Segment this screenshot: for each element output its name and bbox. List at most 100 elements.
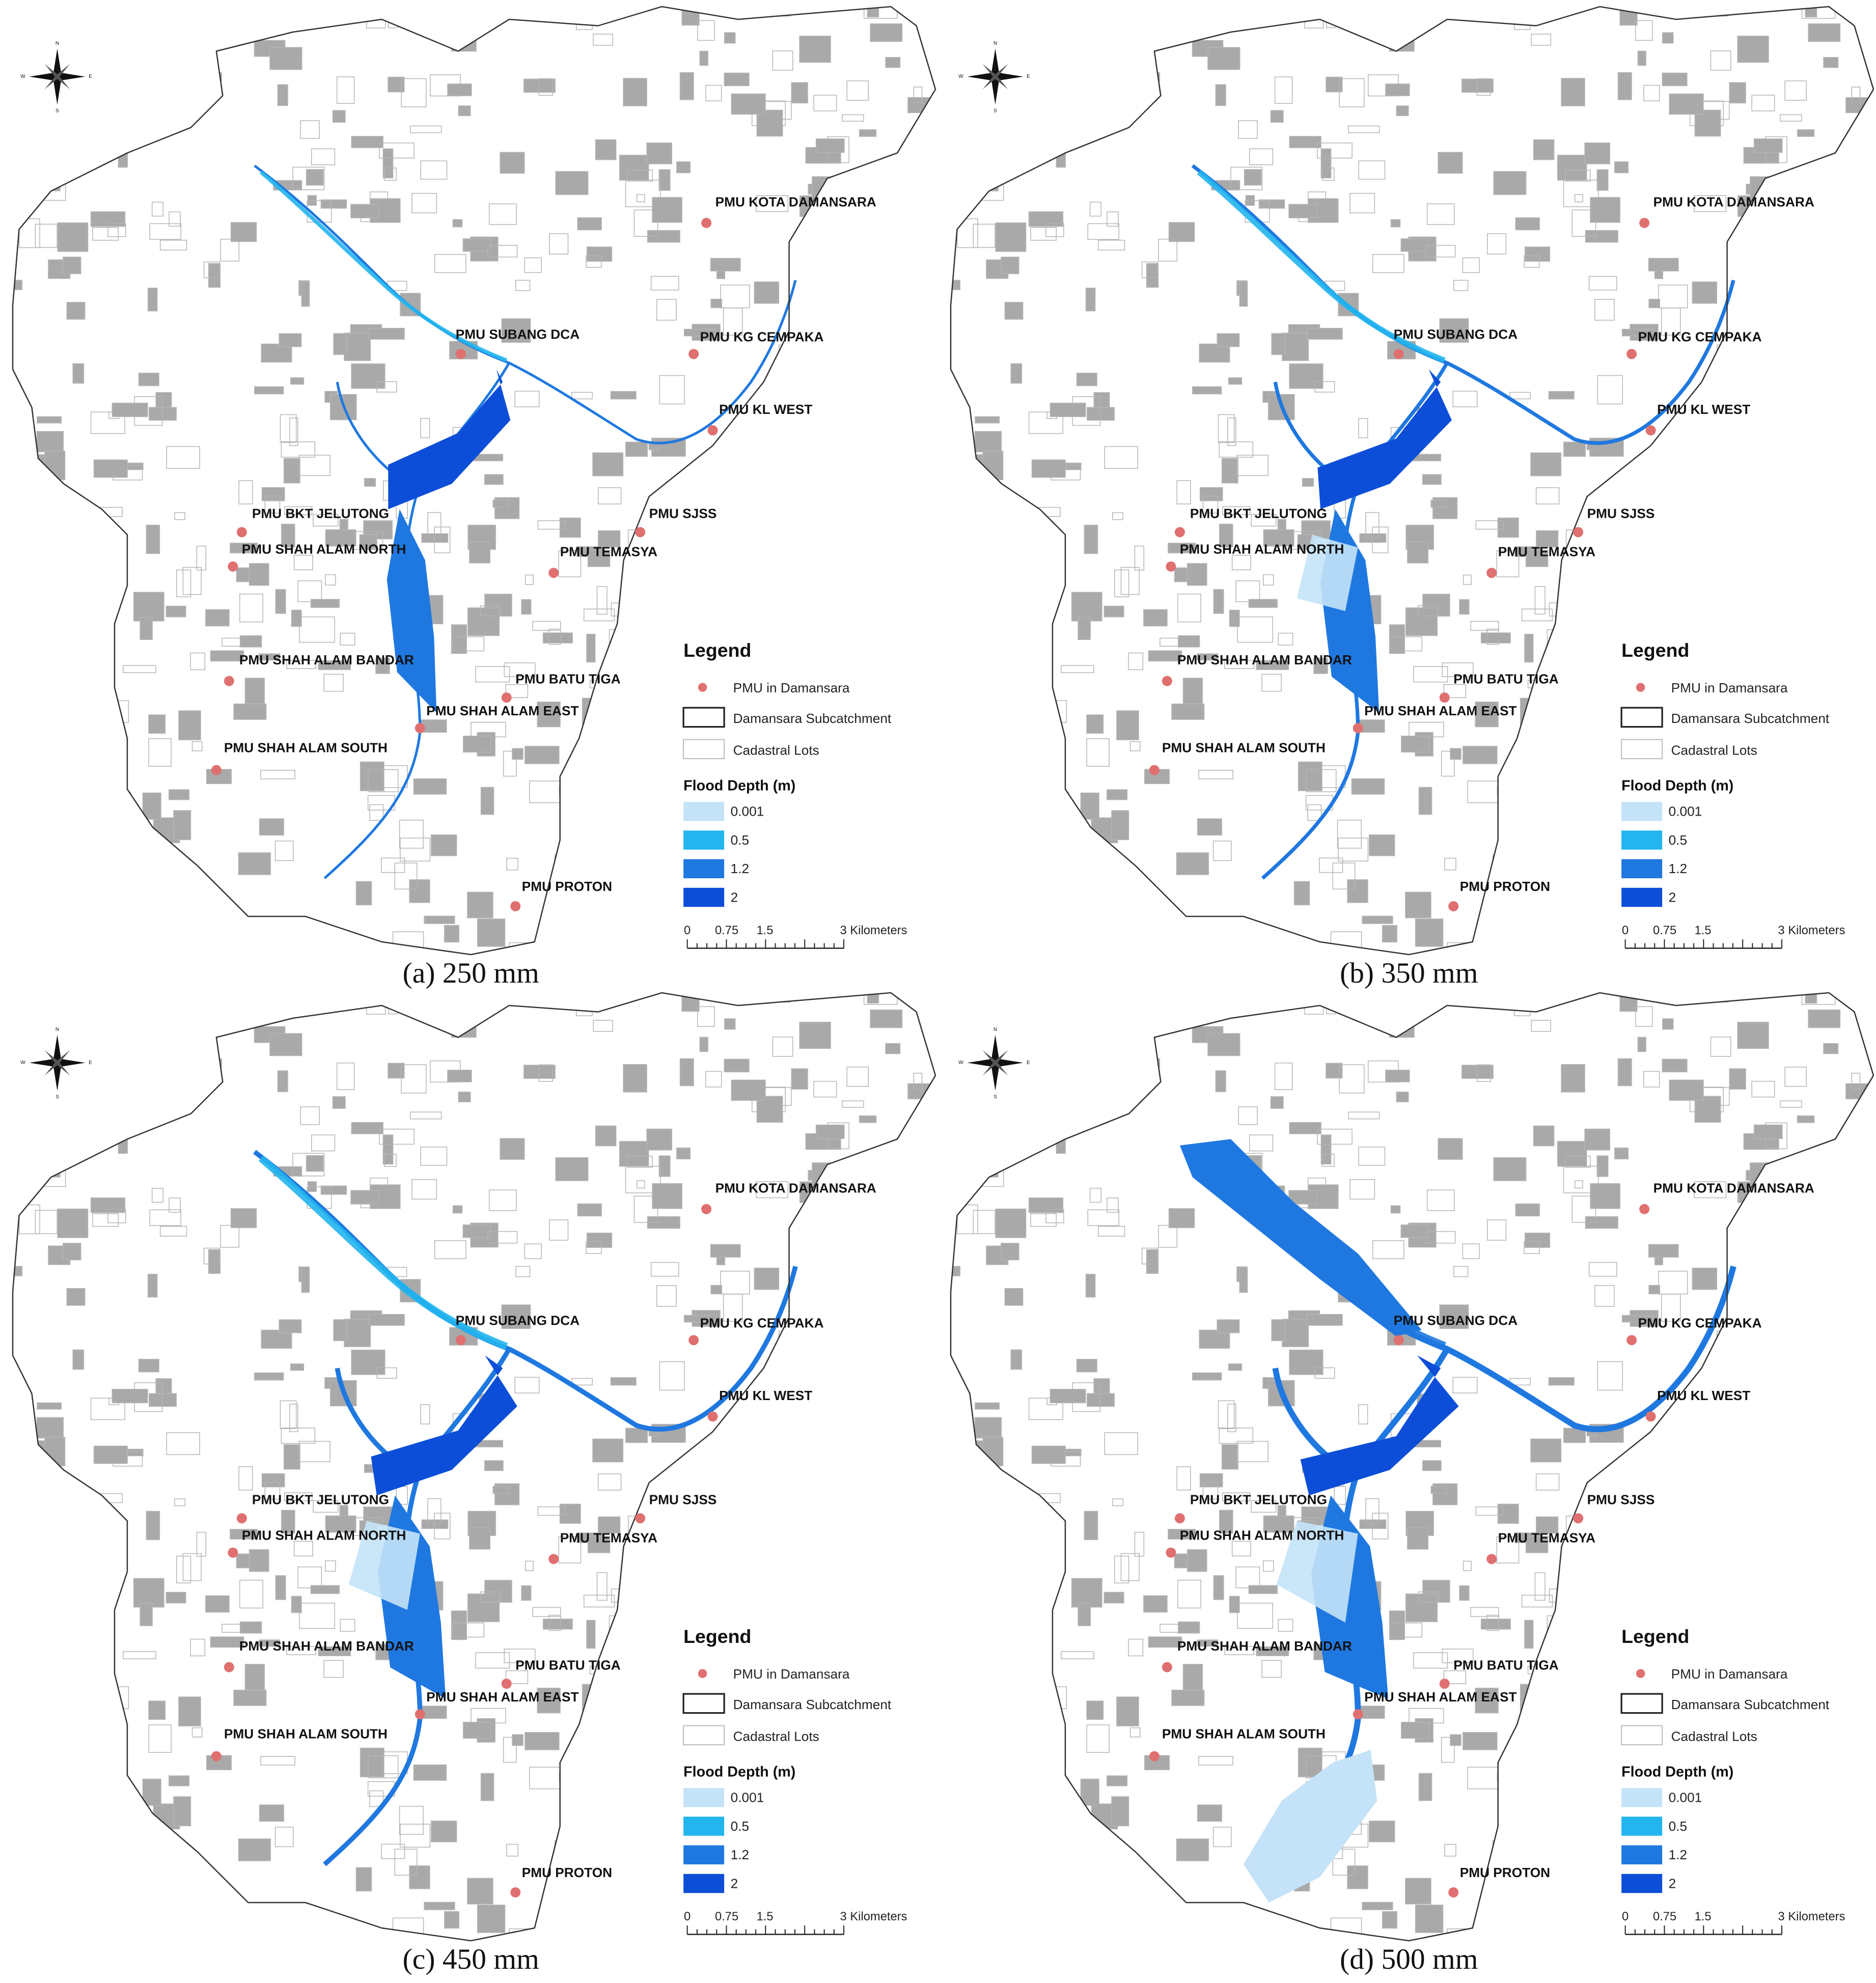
lot bbox=[1453, 280, 1469, 291]
lot bbox=[1841, 873, 1872, 892]
pmu-point bbox=[224, 1662, 234, 1672]
lot bbox=[1648, 298, 1661, 309]
lot bbox=[1192, 386, 1222, 395]
lot bbox=[233, 703, 267, 720]
lot bbox=[1093, 392, 1110, 408]
lot bbox=[458, 1092, 471, 1102]
lot bbox=[925, 1770, 936, 1800]
lot bbox=[1389, 35, 1415, 52]
lot bbox=[313, 1500, 339, 1513]
lot bbox=[1729, 1068, 1746, 1090]
lot bbox=[967, 478, 985, 494]
scale-label: 0.75 bbox=[1653, 924, 1676, 937]
lot bbox=[525, 746, 560, 764]
pmu-point bbox=[1626, 1335, 1637, 1346]
lot bbox=[1715, 459, 1748, 470]
lot bbox=[21, 558, 53, 580]
lot bbox=[165, 605, 186, 618]
lot bbox=[515, 1266, 531, 1277]
lot bbox=[501, 318, 531, 343]
lot bbox=[1302, 478, 1314, 487]
lot bbox=[379, 1129, 415, 1145]
lot bbox=[1734, 864, 1745, 880]
lot bbox=[885, 57, 901, 68]
lot bbox=[707, 1553, 737, 1569]
lot bbox=[182, 567, 202, 595]
lot bbox=[903, 813, 931, 836]
lot bbox=[14, 1047, 34, 1070]
lot bbox=[1187, 1549, 1207, 1572]
lot bbox=[1754, 792, 1785, 818]
lot bbox=[504, 1649, 536, 1663]
lot bbox=[1531, 34, 1551, 46]
lot bbox=[208, 263, 221, 288]
lot bbox=[1645, 1553, 1675, 1569]
legend-title: Legend bbox=[683, 1626, 751, 1647]
lot bbox=[368, 1755, 399, 1778]
pmu-label: PMU TEMASYA bbox=[1498, 1530, 1595, 1546]
legend-title: Legend bbox=[1621, 1626, 1689, 1647]
lot bbox=[130, 1024, 164, 1035]
lot bbox=[1256, 1646, 1289, 1657]
lot bbox=[1656, 516, 1683, 534]
lot bbox=[1597, 1361, 1623, 1391]
lot bbox=[967, 1464, 985, 1481]
lot bbox=[910, 1933, 922, 1941]
lot bbox=[571, 392, 593, 400]
lot bbox=[1717, 370, 1731, 393]
compass-star bbox=[44, 64, 70, 90]
lot bbox=[532, 621, 561, 631]
legend-subcatchment-symbol bbox=[682, 707, 725, 728]
lot bbox=[671, 549, 698, 577]
lot bbox=[761, 956, 785, 976]
lot bbox=[93, 459, 128, 478]
lot bbox=[1089, 202, 1101, 217]
pmu-point bbox=[1149, 765, 1160, 775]
lot bbox=[1107, 211, 1119, 227]
lot bbox=[646, 142, 673, 164]
lot bbox=[1337, 820, 1362, 849]
lot bbox=[318, 1646, 351, 1657]
lot bbox=[210, 650, 244, 662]
lot bbox=[1390, 1622, 1423, 1638]
lot bbox=[325, 529, 356, 547]
lot bbox=[29, 478, 47, 494]
legend-subcatchment-symbol bbox=[1620, 707, 1663, 728]
pmu-point bbox=[635, 1513, 646, 1524]
lot bbox=[856, 1222, 881, 1231]
pmu-label: PMU BATU TIGA bbox=[1453, 1658, 1559, 1673]
lot bbox=[293, 1541, 313, 1557]
lot bbox=[12, 1163, 26, 1182]
lot bbox=[90, 1024, 101, 1047]
lot bbox=[434, 526, 451, 553]
lot bbox=[1561, 78, 1585, 106]
lot bbox=[1430, 1486, 1447, 1494]
lot bbox=[381, 1844, 405, 1859]
lot bbox=[1821, 552, 1847, 564]
lot bbox=[648, 622, 673, 651]
lot bbox=[1582, 615, 1614, 628]
lot bbox=[1041, 1778, 1069, 1796]
lot bbox=[1111, 810, 1129, 841]
lot bbox=[523, 1065, 556, 1079]
lot bbox=[119, 75, 156, 99]
lot bbox=[981, 1788, 1016, 1810]
lot bbox=[1289, 1349, 1323, 1375]
lot bbox=[672, 482, 682, 492]
lot bbox=[797, 861, 831, 876]
lot bbox=[1840, 202, 1872, 232]
lot bbox=[652, 873, 670, 888]
lot bbox=[1751, 95, 1775, 111]
lot bbox=[1726, 1425, 1762, 1441]
pmu-label: PMU BATU TIGA bbox=[1453, 672, 1559, 687]
lot bbox=[444, 925, 459, 943]
lot bbox=[160, 1062, 177, 1084]
lot bbox=[1728, 1512, 1764, 1542]
pmu-point bbox=[455, 349, 466, 359]
lot bbox=[1087, 1393, 1115, 1407]
lot bbox=[166, 446, 200, 469]
lot bbox=[350, 1190, 379, 1205]
lot bbox=[1823, 1043, 1839, 1054]
lot bbox=[29, 1464, 47, 1481]
lot bbox=[1418, 1773, 1432, 1801]
